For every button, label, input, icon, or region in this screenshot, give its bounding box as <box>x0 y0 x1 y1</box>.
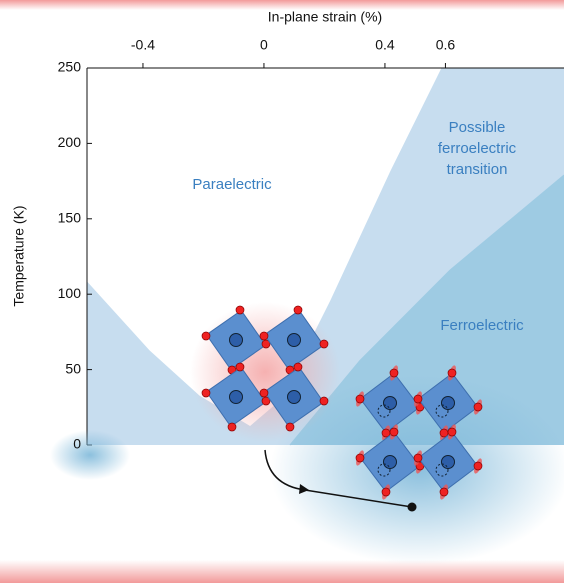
cation <box>383 455 397 469</box>
oxygen <box>235 362 245 372</box>
x-axis-label: In-plane strain (%) <box>268 9 382 25</box>
x-tick-label: 0.4 <box>375 37 395 53</box>
x-tick-label: 0 <box>260 37 268 53</box>
region-label-line: Possible <box>449 119 506 136</box>
cation <box>287 333 301 347</box>
oxygen <box>227 422 237 432</box>
x-tick-label: 0.6 <box>436 37 456 53</box>
oxygen <box>413 453 423 463</box>
y-axis-label: Temperature (K) <box>11 205 27 306</box>
region-label: Ferroelectric <box>440 317 524 334</box>
cation-origin <box>377 404 391 418</box>
oxygen <box>261 396 271 406</box>
oxygen <box>473 461 483 471</box>
oxygen <box>439 487 449 497</box>
oxygen <box>389 368 399 378</box>
y-tick-label: 0 <box>73 436 81 452</box>
oxygen <box>261 339 271 349</box>
region-label-line: ferroelectric <box>438 140 517 157</box>
region-label: Possible ferroelectric transition <box>438 119 517 178</box>
cation <box>287 390 301 404</box>
cation <box>229 333 243 347</box>
top-band <box>0 0 564 10</box>
oxygen <box>355 394 365 404</box>
cation-origin <box>435 404 449 418</box>
oxygen <box>447 427 457 437</box>
y-tick-label: 200 <box>58 134 82 150</box>
oxygen <box>413 394 423 404</box>
oxygen <box>293 362 303 372</box>
cation <box>383 396 397 410</box>
oxygen <box>473 402 483 412</box>
oxygen <box>285 422 295 432</box>
oxygen <box>447 368 457 378</box>
x-tick-label: -0.4 <box>131 37 155 53</box>
illustration <box>50 302 564 565</box>
cation-origin <box>435 463 449 477</box>
cation <box>441 455 455 469</box>
region-label: Paraelectric <box>192 176 272 193</box>
oxygen <box>319 396 329 406</box>
region-fill <box>87 68 441 426</box>
oxygen <box>389 427 399 437</box>
oxygen <box>201 331 211 341</box>
region-fill <box>289 175 564 445</box>
region-label-line: transition <box>447 161 508 178</box>
y-tick-label: 250 <box>58 59 82 75</box>
cation-origin <box>377 463 391 477</box>
oxygen <box>259 331 269 341</box>
oxygen <box>293 305 303 315</box>
y-tick-label: 100 <box>58 285 82 301</box>
y-tick-label: 150 <box>58 210 82 226</box>
dot <box>407 502 417 512</box>
oxygen <box>235 305 245 315</box>
blob <box>50 430 130 480</box>
oxygen <box>259 388 269 398</box>
arrow-head <box>299 484 309 494</box>
oxygen <box>381 487 391 497</box>
oxygen <box>319 339 329 349</box>
oxygen <box>355 453 365 463</box>
cation <box>441 396 455 410</box>
oxygen <box>201 388 211 398</box>
y-tick-label: 50 <box>65 360 81 376</box>
bottom-band <box>0 560 564 583</box>
cation <box>229 390 243 404</box>
